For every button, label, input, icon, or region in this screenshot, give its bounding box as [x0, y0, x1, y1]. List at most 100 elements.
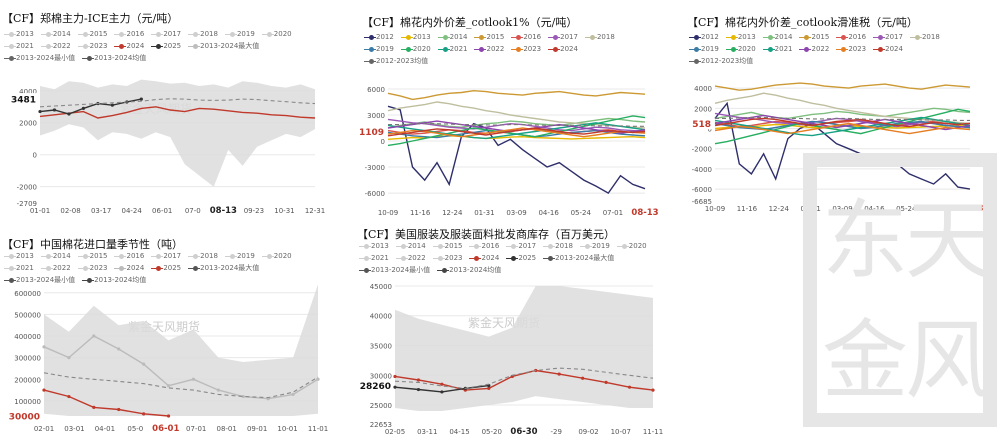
legend-swatch — [400, 36, 413, 38]
legend-label: 2021 — [774, 45, 793, 53]
legend-item[interactable]: 2013-2024均值 — [437, 264, 501, 276]
legend-item[interactable]: 2015 — [77, 28, 107, 40]
legend-item[interactable]: 2024 — [114, 262, 144, 274]
legend-item[interactable]: 2022 — [40, 262, 71, 274]
legend-item[interactable]: 2017 — [506, 240, 536, 252]
legend-item[interactable]: 2016 — [469, 240, 499, 252]
legend-swatch — [261, 255, 274, 257]
legend-item[interactable]: 2025 — [151, 40, 181, 52]
legend-item[interactable]: 2017 — [151, 250, 181, 262]
legend-item[interactable]: 2019 — [224, 250, 255, 262]
legend-item[interactable]: 2015 — [77, 250, 107, 262]
legend-item[interactable]: 2013-2024均值 — [82, 274, 146, 286]
legend-item[interactable]: 2012-2023均值 — [364, 55, 428, 67]
legend-item[interactable]: 2016 — [511, 31, 541, 43]
legend-item[interactable]: 2022 — [40, 40, 71, 52]
legend-item[interactable]: 2018 — [909, 31, 940, 43]
legend-item[interactable]: 2013 — [4, 250, 34, 262]
legend-item[interactable]: 2013-2024最大值 — [543, 252, 614, 264]
series-line — [387, 122, 646, 140]
legend-item[interactable]: 2018 — [543, 240, 573, 252]
legend-item[interactable]: 2014 — [762, 31, 792, 43]
legend-item[interactable]: 2019 — [224, 28, 255, 40]
legend-item[interactable]: 2022 — [395, 252, 426, 264]
legend-item[interactable]: 2013-2024最小值 — [359, 264, 430, 276]
range-band — [44, 284, 318, 416]
legend-item[interactable]: 2013 — [359, 240, 389, 252]
legend-item[interactable]: 2017 — [873, 31, 903, 43]
legend-item[interactable]: 2015 — [474, 31, 504, 43]
legend-item[interactable]: 2013-2024最大值 — [188, 262, 259, 274]
legend-swatch — [511, 36, 524, 38]
legend-item[interactable]: 2023 — [432, 252, 462, 264]
legend-item[interactable]: 2013 — [725, 31, 756, 43]
data-point — [651, 388, 655, 392]
legend-item[interactable]: 2024 — [873, 43, 903, 55]
legend-item[interactable]: 2018 — [584, 31, 615, 43]
legend-item[interactable]: 2023 — [77, 262, 107, 274]
legend-item[interactable]: 2020 — [725, 43, 756, 55]
x-tick-label: 11-01 — [308, 425, 328, 433]
legend-item[interactable]: 2025 — [151, 262, 181, 274]
x-tick-label: 02-08 — [60, 207, 80, 215]
chart-plot: 600000 500000 400000 300000 200000 100000 02-0… — [6, 284, 328, 434]
legend-item[interactable]: 2020 — [616, 240, 647, 252]
legend-swatch — [77, 45, 90, 47]
legend-item[interactable]: 2021 — [4, 40, 34, 52]
legend-item[interactable]: 2020 — [400, 43, 431, 55]
legend-item[interactable]: 2023 — [836, 43, 866, 55]
legend-item[interactable]: 2024 — [469, 252, 499, 264]
legend-item[interactable]: 2012-2023均值 — [689, 55, 753, 67]
legend-item[interactable]: 2014 — [437, 31, 467, 43]
legend-item[interactable]: 2022 — [474, 43, 504, 55]
legend-item[interactable]: 2013-2024最小值 — [4, 274, 75, 286]
legend-item[interactable]: 2019 — [579, 240, 610, 252]
legend-item[interactable]: 2013-2024均值 — [82, 52, 146, 64]
legend-item[interactable]: 2025 — [506, 252, 536, 264]
series-line — [388, 123, 645, 127]
series-line — [714, 82, 971, 91]
legend-item[interactable]: 2014 — [40, 250, 71, 262]
legend-label: 2018 — [555, 242, 573, 250]
legend-item[interactable]: 2017 — [151, 28, 181, 40]
legend-item[interactable]: 2015 — [432, 240, 462, 252]
legend-item[interactable]: 2018 — [188, 250, 218, 262]
legend-item[interactable]: 2020 — [261, 250, 292, 262]
legend-item[interactable]: 2013-2024最大值 — [188, 40, 259, 52]
legend-label: 2013-2024均值 — [94, 54, 147, 62]
legend-item[interactable]: 2023 — [511, 43, 541, 55]
legend-item[interactable]: 2024 — [114, 40, 144, 52]
legend-item[interactable]: 2013 — [400, 31, 431, 43]
legend-item[interactable]: 2016 — [114, 28, 144, 40]
legend-item[interactable]: 2014 — [395, 240, 426, 252]
legend-item[interactable]: 2014 — [40, 28, 71, 40]
legend-label: 2013 — [412, 33, 431, 41]
legend-item[interactable]: 2020 — [261, 28, 292, 40]
legend-item[interactable]: 2021 — [437, 43, 467, 55]
x-tick-label: 07-01 — [186, 425, 206, 433]
legend-item[interactable]: 2024 — [548, 43, 578, 55]
legend-item[interactable]: 2012 — [689, 31, 719, 43]
x-tick-label: 05-24 — [571, 209, 592, 217]
x-tick-label: 05-24 — [896, 205, 917, 213]
legend-item[interactable]: 2013 — [4, 28, 34, 40]
legend-item[interactable]: 2023 — [77, 40, 107, 52]
legend-label: 2016 — [481, 242, 500, 250]
legend-item[interactable]: 2019 — [689, 43, 719, 55]
legend-item[interactable]: 2015 — [799, 31, 829, 43]
legend-item[interactable]: 2018 — [188, 28, 218, 40]
legend-label: 2013-2024最小值 — [16, 276, 76, 284]
legend-item[interactable]: 2019 — [364, 43, 394, 55]
legend-item[interactable]: 2022 — [799, 43, 829, 55]
legend-label: 2024 — [126, 42, 145, 50]
series-line — [394, 369, 654, 391]
legend-item[interactable]: 2016 — [836, 31, 866, 43]
legend-item[interactable]: 2021 — [762, 43, 793, 55]
x-tick-label: 08-01 — [216, 425, 236, 433]
legend-item[interactable]: 2013-2024最小值 — [4, 52, 75, 64]
legend-item[interactable]: 2016 — [114, 250, 144, 262]
legend-item[interactable]: 2017 — [548, 31, 578, 43]
legend-item[interactable]: 2021 — [359, 252, 389, 264]
legend-item[interactable]: 2021 — [4, 262, 34, 274]
legend-item[interactable]: 2012 — [364, 31, 394, 43]
